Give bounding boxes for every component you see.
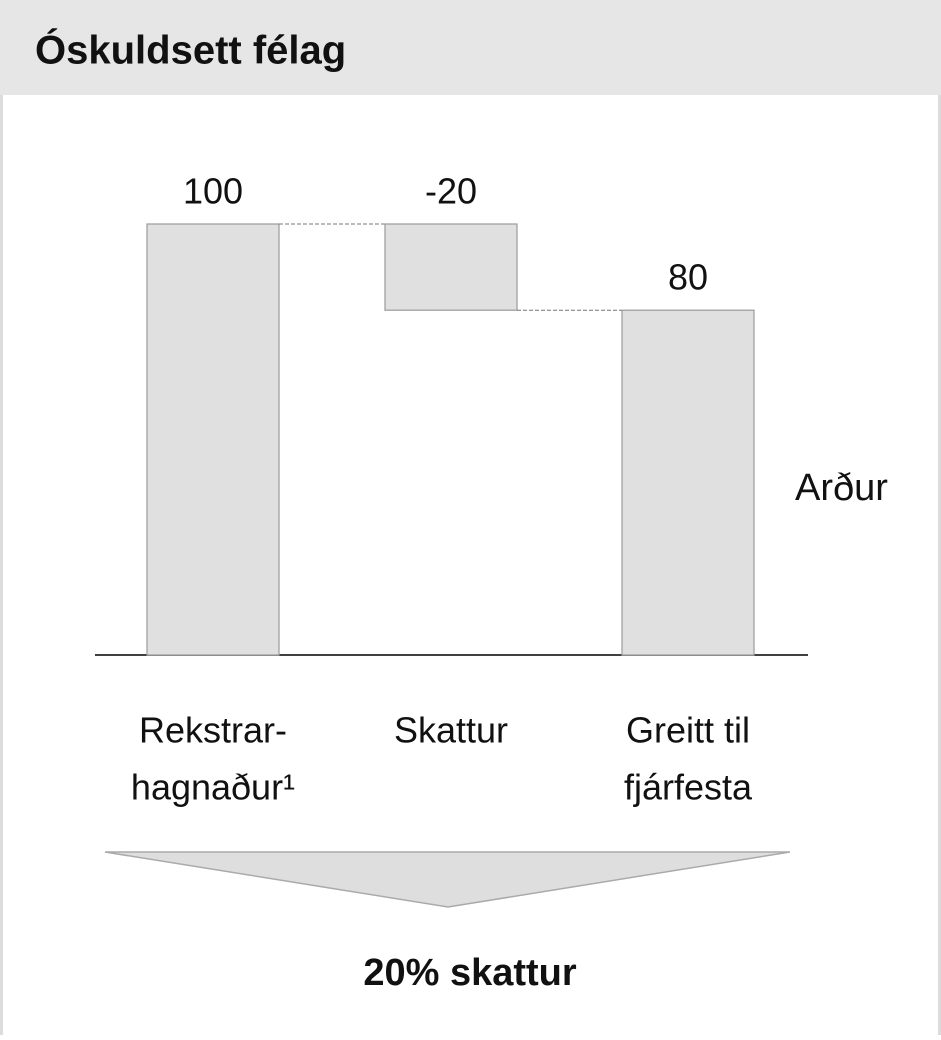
x-tick-label: fjárfesta [624, 767, 753, 808]
x-tick-label: Greitt til [626, 710, 750, 751]
arrow [104, 851, 791, 908]
chart-title: Óskuldsett félag [35, 27, 346, 73]
annotation: 20% skattur [363, 952, 577, 994]
bar [146, 223, 280, 656]
x-tick-label: Skattur [394, 710, 508, 751]
data-label: 100 [183, 171, 243, 212]
bar [384, 223, 518, 311]
data-label: 80 [668, 257, 708, 298]
annotation: Arður [795, 467, 888, 509]
header-bar [0, 0, 941, 95]
x-tick-label: Rekstrar- [139, 710, 287, 751]
bar [621, 309, 755, 656]
data-label: -20 [425, 171, 477, 212]
x-tick-label: hagnaður¹ [131, 767, 295, 808]
